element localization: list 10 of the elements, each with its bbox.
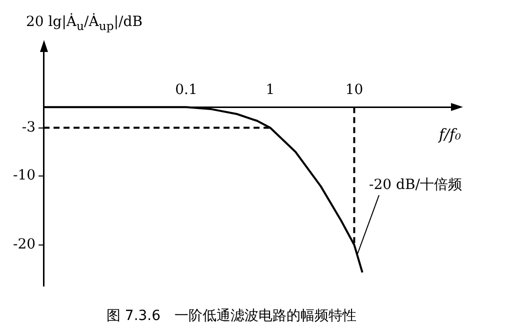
x-tick-label: 0.1 xyxy=(175,82,198,98)
y-axis-title: 20 lg|Ȧ$_{u}$/Ȧ$_{up}$|/dB xyxy=(26,14,143,33)
y-tick-label: -3 xyxy=(22,119,36,136)
x-tick-label: 1 xyxy=(266,82,275,98)
text: 图 7.3.6 一阶低通滤波电路的幅频特性 xyxy=(106,308,357,324)
y-tick-label: -10 xyxy=(13,168,36,184)
x-axis-title: f/f₀ xyxy=(438,125,461,144)
y-tick-label: -20 xyxy=(13,236,36,253)
annotation: -20 dB/十倍频 xyxy=(369,176,462,193)
x-tick-label: 10 xyxy=(345,82,364,98)
